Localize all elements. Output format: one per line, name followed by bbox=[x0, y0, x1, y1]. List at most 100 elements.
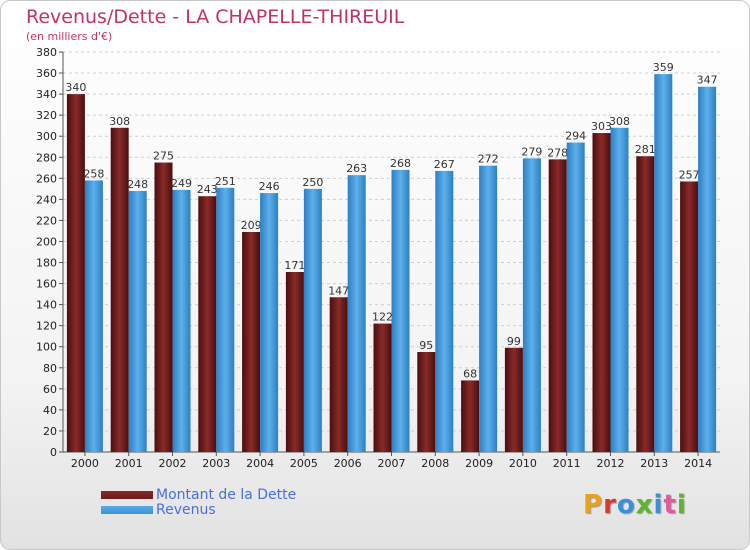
x-tick-label: 2006 bbox=[334, 457, 362, 470]
bar-dette bbox=[329, 297, 348, 452]
bar-dette bbox=[242, 232, 261, 452]
legend-label-dette: Montant de la Dette bbox=[156, 486, 297, 503]
bar-revenus bbox=[303, 188, 322, 452]
y-tick-label: 120 bbox=[36, 320, 57, 333]
bar-revenus bbox=[347, 175, 366, 452]
data-label-revenus: 294 bbox=[565, 130, 586, 143]
data-label-dette: 209 bbox=[241, 219, 262, 232]
data-label-dette: 257 bbox=[679, 168, 700, 181]
data-label-dette: 95 bbox=[419, 339, 433, 352]
data-label-dette: 122 bbox=[372, 311, 393, 324]
y-tick-label: 380 bbox=[36, 46, 57, 59]
bar-dette bbox=[198, 196, 217, 452]
data-label-revenus: 263 bbox=[346, 162, 367, 175]
y-tick-label: 260 bbox=[36, 172, 57, 185]
data-label-revenus: 250 bbox=[302, 176, 323, 189]
y-tick-label: 180 bbox=[36, 257, 57, 270]
y-tick-label: 220 bbox=[36, 214, 57, 227]
data-label-revenus: 248 bbox=[127, 178, 148, 191]
bar-revenus bbox=[435, 170, 454, 452]
data-label-revenus: 279 bbox=[521, 145, 542, 158]
y-tick-label: 280 bbox=[36, 151, 57, 164]
bar-dette bbox=[66, 94, 85, 453]
legend-item-revenus: Revenus bbox=[101, 501, 296, 518]
data-label-revenus: 249 bbox=[171, 177, 192, 190]
x-tick-label: 2001 bbox=[115, 457, 143, 470]
y-tick-label: 360 bbox=[36, 67, 57, 80]
bar-dette bbox=[154, 162, 173, 453]
x-tick-label: 2013 bbox=[640, 457, 668, 470]
bar-revenus bbox=[654, 74, 673, 453]
proxiti-logo: Proxiti bbox=[583, 490, 687, 520]
data-label-dette: 281 bbox=[635, 143, 656, 156]
data-label-revenus: 268 bbox=[390, 157, 411, 170]
x-tick-label: 2000 bbox=[71, 457, 99, 470]
bar-dette bbox=[461, 380, 480, 452]
x-tick-label: 2009 bbox=[465, 457, 493, 470]
data-label-dette: 303 bbox=[591, 120, 612, 133]
data-label-dette: 68 bbox=[463, 367, 477, 380]
bar-revenus bbox=[698, 86, 717, 452]
x-tick-label: 2005 bbox=[290, 457, 318, 470]
bar-dette bbox=[680, 181, 699, 452]
bar-revenus bbox=[172, 189, 191, 453]
data-label-revenus: 267 bbox=[434, 158, 455, 171]
data-label-revenus: 258 bbox=[83, 167, 104, 180]
legend-swatch-revenus bbox=[101, 505, 153, 514]
bar-revenus bbox=[216, 187, 235, 452]
bar-revenus bbox=[610, 127, 629, 452]
legend-item-dette: Montant de la Dette bbox=[101, 486, 297, 503]
legend-swatch-dette bbox=[101, 490, 153, 499]
data-label-dette: 275 bbox=[153, 150, 174, 163]
x-tick-label: 2014 bbox=[684, 457, 712, 470]
x-tick-label: 2003 bbox=[202, 457, 230, 470]
chart-subtitle: (en milliers d'€) bbox=[26, 30, 113, 43]
y-tick-label: 200 bbox=[36, 235, 57, 248]
x-tick-label: 2008 bbox=[421, 457, 449, 470]
y-tick-label: 340 bbox=[36, 88, 57, 101]
y-tick-label: 100 bbox=[36, 341, 57, 354]
data-label-dette: 99 bbox=[507, 335, 521, 348]
data-label-dette: 278 bbox=[547, 146, 568, 159]
y-tick-label: 300 bbox=[36, 130, 57, 143]
data-label-revenus: 272 bbox=[478, 153, 499, 166]
y-tick-label: 320 bbox=[36, 109, 57, 122]
bar-dette bbox=[417, 352, 436, 452]
x-tick-label: 2012 bbox=[597, 457, 625, 470]
bar-dette bbox=[504, 347, 523, 452]
y-tick-label: 160 bbox=[36, 278, 57, 291]
y-tick-label: 60 bbox=[43, 383, 57, 396]
bar-dette bbox=[592, 133, 611, 453]
bar-dette bbox=[373, 323, 392, 452]
y-tick-label: 80 bbox=[43, 362, 57, 375]
x-tick-label: 2007 bbox=[378, 457, 406, 470]
bar-revenus bbox=[522, 158, 541, 452]
bar-revenus bbox=[260, 193, 279, 453]
bar-revenus bbox=[84, 180, 103, 452]
x-tick-label: 2010 bbox=[509, 457, 537, 470]
y-tick-label: 40 bbox=[43, 404, 57, 417]
bar-dette bbox=[110, 127, 129, 452]
bar-revenus bbox=[391, 169, 410, 453]
y-tick-label: 20 bbox=[43, 425, 57, 438]
y-tick-label: 240 bbox=[36, 193, 57, 206]
bar-dette bbox=[285, 272, 304, 452]
data-label-revenus: 359 bbox=[653, 61, 674, 74]
y-tick-label: 140 bbox=[36, 299, 57, 312]
data-label-dette: 340 bbox=[65, 81, 86, 94]
bar-revenus bbox=[566, 142, 585, 453]
legend-label-revenus: Revenus bbox=[156, 501, 216, 518]
data-label-revenus: 251 bbox=[215, 175, 236, 188]
bar-revenus bbox=[479, 165, 498, 452]
bar-dette bbox=[636, 156, 655, 453]
data-label-revenus: 308 bbox=[609, 115, 630, 128]
y-tick-label: 0 bbox=[50, 446, 57, 459]
x-tick-label: 2004 bbox=[246, 457, 274, 470]
data-label-dette: 147 bbox=[328, 284, 349, 297]
data-label-revenus: 347 bbox=[697, 74, 718, 87]
chart-title: Revenus/Dette - LA CHAPELLE-THIREUIL bbox=[26, 6, 405, 28]
data-label-dette: 243 bbox=[197, 183, 218, 196]
data-label-dette: 171 bbox=[284, 259, 305, 272]
